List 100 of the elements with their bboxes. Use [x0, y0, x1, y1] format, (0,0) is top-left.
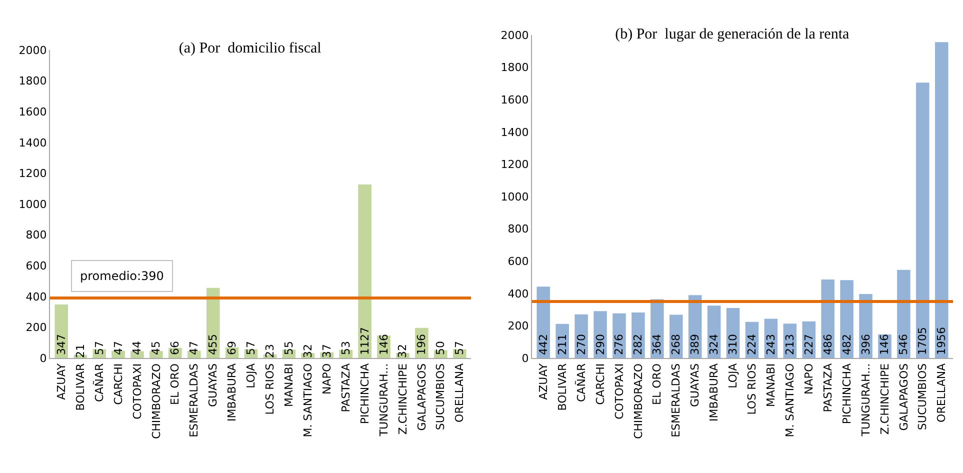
x-tick-label: PICHINCHA — [358, 362, 372, 424]
y-tick-label: 400 — [508, 287, 529, 300]
bar — [934, 42, 948, 358]
data-label: 47 — [188, 341, 201, 355]
x-tick-label: NAPO — [802, 363, 816, 394]
x-tick-label: LOJA — [244, 362, 258, 388]
y-tick-label: 1600 — [18, 105, 47, 118]
y-tick-label: 1600 — [500, 93, 529, 106]
x-tick-label: SUCUMBIOS — [434, 363, 448, 430]
y-tick-label: 600 — [508, 254, 529, 268]
data-label: 482 — [840, 334, 854, 355]
data-label: 227 — [802, 334, 816, 355]
data-label: 53 — [339, 341, 352, 355]
data-label: 57 — [92, 341, 106, 355]
y-tick-label: 600 — [26, 259, 47, 272]
x-tick-label: PASTAZA — [821, 362, 834, 412]
data-label: 1127 — [358, 327, 372, 355]
x-tick-label: BOLIVAR — [556, 363, 569, 411]
data-label: 196 — [415, 334, 428, 355]
x-tick-label: NAPO — [320, 363, 334, 394]
x-tick-label: GUAYAS — [206, 363, 220, 408]
data-label: 44 — [130, 341, 144, 355]
data-label: 23 — [263, 344, 276, 358]
data-label: 146 — [878, 334, 892, 355]
y-tick-label: 1200 — [18, 167, 47, 180]
x-tick-label: ORELLANA — [453, 362, 466, 422]
x-tick-label: CAÑAR — [92, 363, 106, 402]
y-tick-label: 0 — [522, 352, 529, 365]
x-tick-label: CAÑAR — [574, 363, 588, 402]
bar — [840, 280, 854, 358]
data-label: 243 — [764, 334, 778, 355]
data-label: 324 — [708, 334, 721, 355]
x-tick-label: M. SANTIAGO — [301, 363, 314, 438]
y-tick-label: 800 — [508, 222, 529, 236]
y-tick-label: 200 — [508, 320, 529, 333]
x-tick-label: AZUAY — [536, 363, 550, 400]
x-tick-label: LOS RIOS — [746, 363, 759, 415]
data-label: 224 — [745, 334, 758, 355]
data-label: 57 — [453, 341, 466, 355]
data-label: 389 — [688, 334, 702, 355]
y-tick-label: 200 — [26, 321, 47, 334]
x-tick-label: LOJA — [726, 362, 740, 388]
y-tick-label: 1000 — [18, 198, 47, 211]
x-tick-label: EL ORO — [168, 363, 182, 405]
data-label: 396 — [859, 334, 872, 355]
bar — [54, 304, 68, 358]
x-tick-label: ESMERALDAS — [670, 363, 683, 438]
data-label: 146 — [377, 334, 390, 355]
data-label: 364 — [650, 334, 664, 355]
y-tick-label: 0 — [40, 352, 47, 365]
data-label: 282 — [632, 334, 645, 355]
x-tick-label: IMBABURA — [708, 362, 721, 422]
data-label: 32 — [301, 344, 314, 358]
y-tick-label: 1800 — [18, 74, 47, 88]
x-tick-label: Z.CHINCHIPE — [878, 363, 892, 435]
y-tick-label: 1200 — [500, 158, 529, 172]
x-tick-label: CARCHI — [112, 363, 125, 405]
data-label: 69 — [226, 341, 239, 355]
x-tick-label: PICHINCHA — [840, 362, 854, 424]
x-tick-label: LOS RIOS — [264, 363, 277, 415]
data-label: 270 — [574, 334, 588, 355]
bar — [897, 270, 910, 358]
x-tick-label: GALAPAGOS — [415, 363, 428, 431]
y-tick-label: 1000 — [500, 190, 529, 204]
y-tick-label: 400 — [26, 290, 47, 304]
x-tick-label: EL ORO — [650, 363, 664, 405]
data-label: 66 — [168, 341, 182, 355]
x-tick-label: PASTAZA — [339, 362, 352, 412]
x-tick-label: TUNGURAH... — [859, 363, 872, 438]
ref-line-label: promedio:390 — [80, 269, 164, 283]
x-tick-label: COTOPAXI — [130, 363, 144, 420]
y-tick-label: 2000 — [18, 44, 47, 57]
x-tick-label: CHIMBORAZO — [150, 363, 163, 440]
y-tick-label: 2000 — [500, 28, 529, 42]
y-tick-label: 800 — [26, 228, 47, 242]
x-tick-label: TUNGURAH... — [377, 363, 390, 438]
x-tick-label: MANABI — [764, 363, 778, 407]
data-label: 21 — [74, 344, 87, 358]
chart-title: (b) Por lugar de generación de la renta — [615, 26, 850, 42]
bar — [916, 82, 930, 358]
x-tick-label: MANABI — [282, 363, 296, 407]
data-label: 1705 — [916, 327, 930, 355]
x-tick-label: BOLIVAR — [74, 363, 87, 411]
x-tick-label: GUAYAS — [688, 363, 702, 408]
data-label: 486 — [821, 334, 834, 355]
data-label: 268 — [670, 334, 683, 355]
data-label: 47 — [112, 341, 125, 355]
x-tick-label: M. SANTIAGO — [783, 363, 796, 438]
x-tick-label: ORELLANA — [935, 362, 948, 422]
data-label: 55 — [282, 341, 296, 355]
data-label: 442 — [536, 334, 550, 355]
data-label: 57 — [244, 341, 258, 355]
data-label: 213 — [783, 334, 796, 355]
x-tick-label: Z.CHINCHIPE — [396, 363, 410, 435]
x-tick-label: IMBABURA — [226, 362, 239, 422]
y-tick-label: 1800 — [500, 61, 529, 74]
y-tick-label: 1400 — [18, 136, 47, 150]
y-tick-label: 1400 — [500, 126, 529, 139]
data-label: 45 — [150, 341, 163, 355]
data-label: 1956 — [935, 327, 948, 355]
